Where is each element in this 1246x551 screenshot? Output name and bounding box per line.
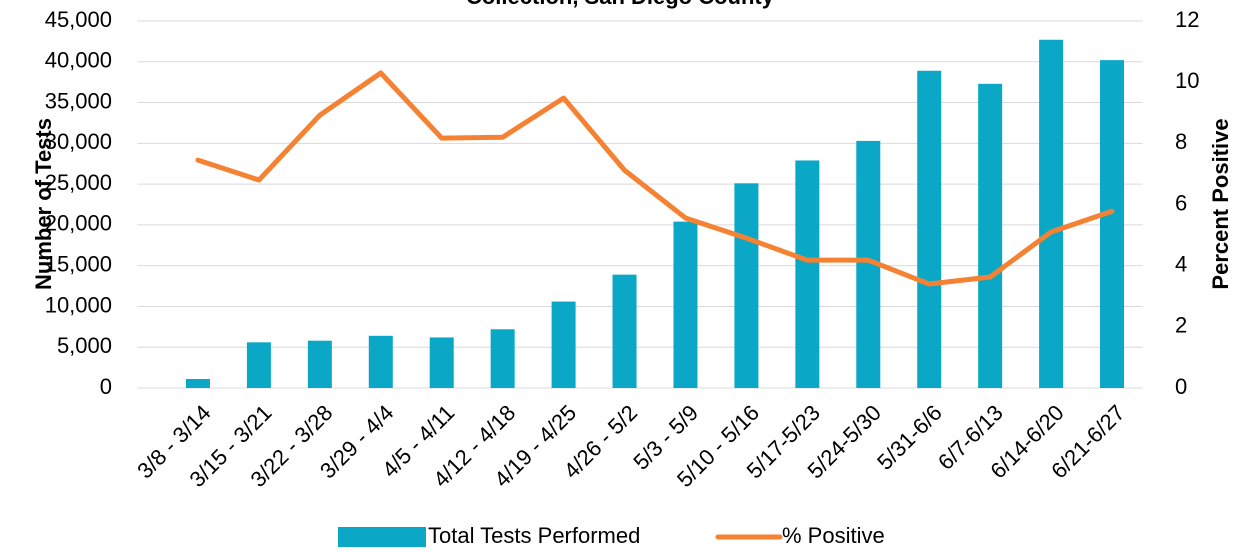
y-axis-label: Number of Tests [31,118,56,290]
bar [734,183,759,388]
y-tick-label: 20,000 [45,211,112,236]
y2-tick-label: 12 [1175,7,1199,32]
y2-tick-label: 0 [1175,374,1187,399]
y-tick-label: 0 [100,374,112,399]
y2-tick-label: 6 [1175,190,1187,215]
legend-label: % Positive [782,523,885,548]
y-tick-label: 25,000 [45,170,112,195]
y-tick-label: 40,000 [45,48,112,73]
bar [185,379,210,388]
y-tick-label: 10,000 [45,292,112,317]
y2-axis-label: Percent Positive [1208,118,1233,289]
bar [1100,60,1125,388]
y2-tick-label: 10 [1175,68,1199,93]
y-tick-label: 5,000 [57,333,112,358]
bar [246,342,271,388]
y2-tick-label: 2 [1175,313,1187,338]
y-tick-label: 15,000 [45,251,112,276]
x-tick-label: 5/31-6/6 [872,400,947,475]
y2-tick-label: 4 [1175,251,1187,276]
y-tick-label: 30,000 [45,129,112,154]
bar [612,274,637,388]
bar [429,337,454,388]
bar [917,70,942,388]
y-tick-label: 45,000 [45,7,112,32]
bar [978,83,1003,388]
y-tick-label: 35,000 [45,88,112,113]
bar [490,329,515,388]
legend-label: Total Tests Performed [428,523,640,548]
bar [368,335,393,388]
bar [795,160,820,388]
line [195,70,1115,287]
legend-swatch [338,527,426,547]
chart-title: Collection, San Diego County [466,0,775,9]
bar [1039,39,1064,388]
bar [551,301,576,388]
y2-tick-label: 8 [1175,129,1187,154]
bar [307,340,332,388]
bar [673,221,698,388]
